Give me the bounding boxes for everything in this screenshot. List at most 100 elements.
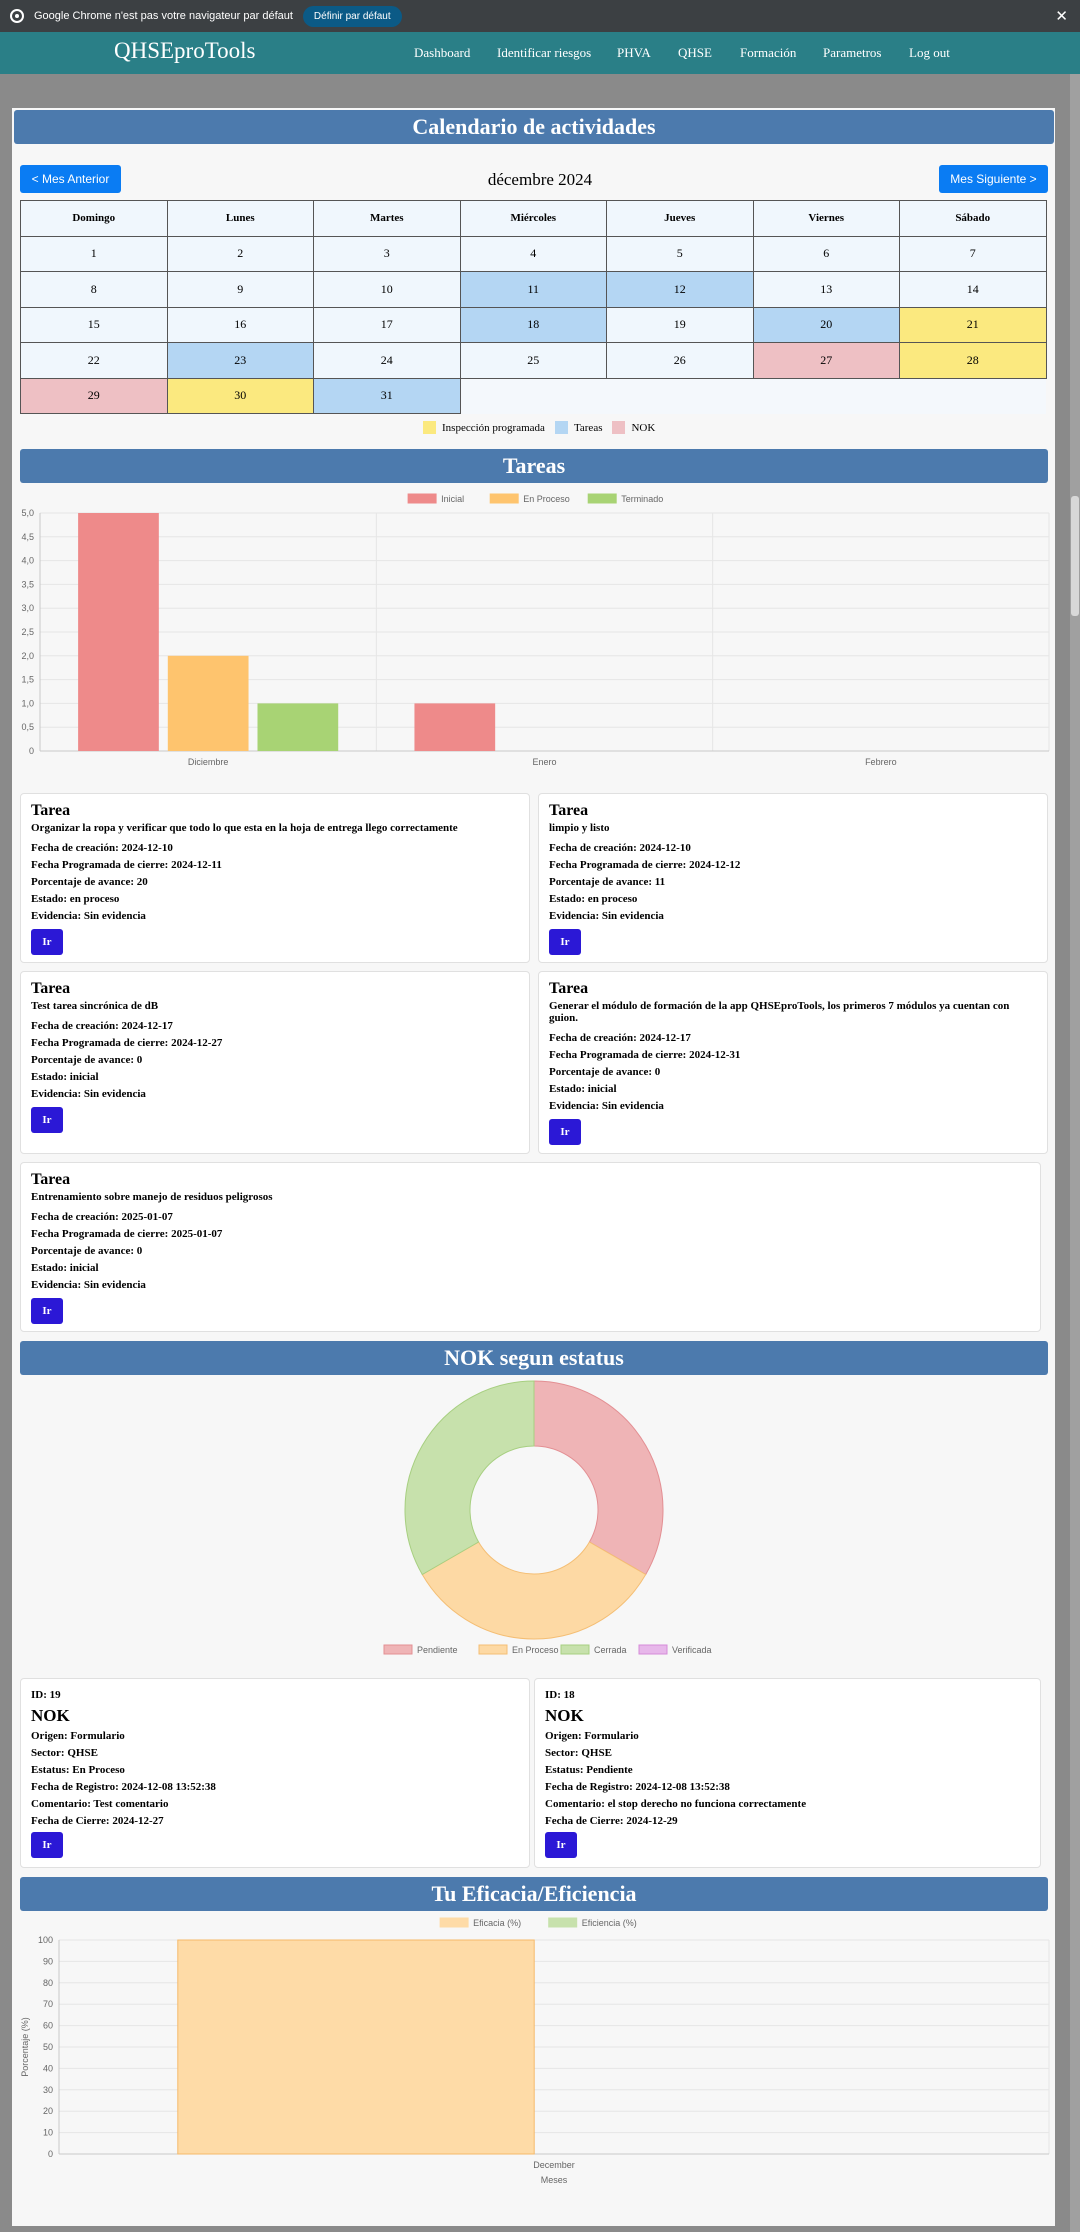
calendar-day[interactable]: 29 <box>20 377 168 414</box>
legend-swatch <box>439 1917 469 1928</box>
nok-card: ID: 18 NOK Origen: Formulario Sector: QHSE E… <box>534 1678 1041 1868</box>
y-tick-label: 3,0 <box>21 603 34 613</box>
task-go-button[interactable]: Ir <box>549 929 581 955</box>
calendar-day[interactable]: 4 <box>459 235 607 272</box>
task-evidence: Evidencia: Sin evidencia <box>31 910 146 922</box>
legend-label: Eficiencia (%) <box>582 1918 637 1928</box>
task-card-title: Tarea <box>31 802 71 819</box>
task-due: Fecha Programada de cierre: 2024-12-27 <box>31 1037 223 1049</box>
calendar-day[interactable]: 6 <box>752 235 900 272</box>
calendar-day[interactable]: 28 <box>899 342 1047 379</box>
calendar-day[interactable]: 3 <box>313 235 461 272</box>
y-tick-label: 60 <box>43 2021 53 2031</box>
task-go-button[interactable]: Ir <box>31 1107 63 1133</box>
calendar-day[interactable]: 7 <box>899 235 1047 272</box>
nav-parametros[interactable]: Parametros <box>823 45 882 60</box>
task-description: Generar el módulo de formación de la app… <box>549 1000 1010 1024</box>
calendar-day[interactable]: 30 <box>166 377 314 414</box>
calendar-day[interactable]: 16 <box>166 306 314 343</box>
y-tick-label: 100 <box>38 1935 53 1945</box>
task-card-title: Tarea <box>31 1171 71 1188</box>
y-tick-label: 40 <box>43 2063 53 2073</box>
bar <box>78 513 159 751</box>
y-tick-label: 0,5 <box>21 722 34 732</box>
tareas-bar-chart: Inicial En Proceso Terminado 0 0,5 1,0 1,5 2,0 2… <box>21 493 1050 767</box>
legend-label: Inspección programada <box>442 421 545 434</box>
calendar-day[interactable]: 10 <box>313 271 461 308</box>
calendar-day[interactable]: 27 <box>752 342 900 379</box>
calendar-day[interactable]: 14 <box>899 271 1047 308</box>
donut-slice <box>533 1380 664 1576</box>
calendar-day[interactable]: 20 <box>752 306 900 343</box>
task-go-button[interactable]: Ir <box>549 1119 581 1145</box>
y-tick-label: 0 <box>48 2149 53 2159</box>
y-tick-label: 0 <box>29 746 34 756</box>
calendar-day[interactable]: 21 <box>899 306 1047 343</box>
task-evidence: Evidencia: Sin evidencia <box>31 1088 146 1100</box>
nav-dashboard[interactable]: Dashboard <box>414 45 471 60</box>
calendar-day[interactable]: 18 <box>459 306 607 343</box>
page-scrollbar[interactable] <box>1070 74 1080 2232</box>
task-evidence: Evidencia: Sin evidencia <box>31 1279 146 1291</box>
nav-identificar-riesgos[interactable]: Identificar riesgos <box>497 45 592 60</box>
nok-origin: Origen: Formulario <box>31 1730 125 1742</box>
calendar-day[interactable]: 24 <box>313 342 461 379</box>
calendar-day[interactable]: 11 <box>459 271 607 308</box>
calendar-day[interactable]: 25 <box>459 342 607 379</box>
calendar-empty-cell <box>899 378 1046 414</box>
task-evidence: Evidencia: Sin evidencia <box>549 910 664 922</box>
month-label: décembre 2024 <box>487 170 593 189</box>
nav-log-out[interactable]: Log out <box>909 45 950 60</box>
x-tick-label: Febrero <box>865 757 897 767</box>
nok-origin: Origen: Formulario <box>545 1730 639 1742</box>
calendar-day[interactable]: 19 <box>606 306 754 343</box>
task-go-button[interactable]: Ir <box>31 1298 63 1324</box>
task-card: Tarea Generar el módulo de formación de l… <box>538 971 1048 1154</box>
donut-slice <box>421 1541 647 1640</box>
legend-label: Tareas <box>573 421 603 434</box>
legend-swatch <box>560 1644 590 1655</box>
calendar-day[interactable]: 8 <box>20 271 168 308</box>
scrollbar-thumb[interactable] <box>1071 496 1079 616</box>
weekday-header: Sábado <box>899 200 1047 237</box>
calendar-day[interactable]: 1 <box>20 235 168 272</box>
calendar-day[interactable]: 2 <box>166 235 314 272</box>
calendar-day[interactable]: 22 <box>20 342 168 379</box>
calendar-empty-cell <box>606 378 753 414</box>
next-month-button[interactable]: Mes Siguiente > <box>939 165 1048 193</box>
calendar-day[interactable]: 17 <box>313 306 461 343</box>
y-tick-label: 4,5 <box>21 532 34 542</box>
set-default-button[interactable]: Définir par défaut <box>302 5 402 27</box>
eficacia-section-title: Tu Eficacia/Eficiencia <box>20 1877 1048 1911</box>
calendar-day[interactable]: 23 <box>166 342 314 379</box>
nok-go-button[interactable]: Ir <box>31 1832 63 1858</box>
calendar-day[interactable]: 5 <box>606 235 754 272</box>
prev-month-button[interactable]: < Mes Anterior <box>20 165 121 193</box>
y-tick-label: 4,0 <box>21 556 34 566</box>
task-go-button[interactable]: Ir <box>31 929 63 955</box>
calendar-day[interactable]: 31 <box>313 377 461 414</box>
legend-swatch <box>383 1644 413 1655</box>
nok-title: NOK <box>545 1706 584 1725</box>
y-tick-label: 1,5 <box>21 675 34 685</box>
close-icon[interactable]: ✕ <box>1055 8 1068 25</box>
nav-phva[interactable]: PHVA <box>617 45 651 60</box>
x-tick-label: Enero <box>532 757 556 767</box>
legend-swatch <box>548 1917 578 1928</box>
task-description: Entrenamiento sobre manejo de residuos p… <box>31 1191 273 1203</box>
legend-label: Terminado <box>621 494 663 504</box>
calendar-empty-cell <box>460 378 607 414</box>
nav-formacion[interactable]: Formación <box>740 45 797 60</box>
nav-qhse[interactable]: QHSE <box>678 45 712 60</box>
calendar-day[interactable]: 15 <box>20 306 168 343</box>
nok-comment: Comentario: el stop derecho no funciona … <box>545 1798 807 1810</box>
calendar-day[interactable]: 9 <box>166 271 314 308</box>
calendar-day[interactable]: 12 <box>606 271 754 308</box>
nok-go-button[interactable]: Ir <box>545 1832 577 1858</box>
brand-logo[interactable]: QHSEproTools <box>114 38 256 63</box>
calendar-day[interactable]: 13 <box>752 271 900 308</box>
nok-card: ID: 19 NOK Origen: Formulario Sector: QHSE E… <box>20 1678 530 1868</box>
nok-registered: Fecha de Registro: 2024-12-08 13:52:38 <box>31 1781 216 1793</box>
calendar-day[interactable]: 26 <box>606 342 754 379</box>
task-progress: Porcentaje de avance: 0 <box>31 1245 143 1257</box>
